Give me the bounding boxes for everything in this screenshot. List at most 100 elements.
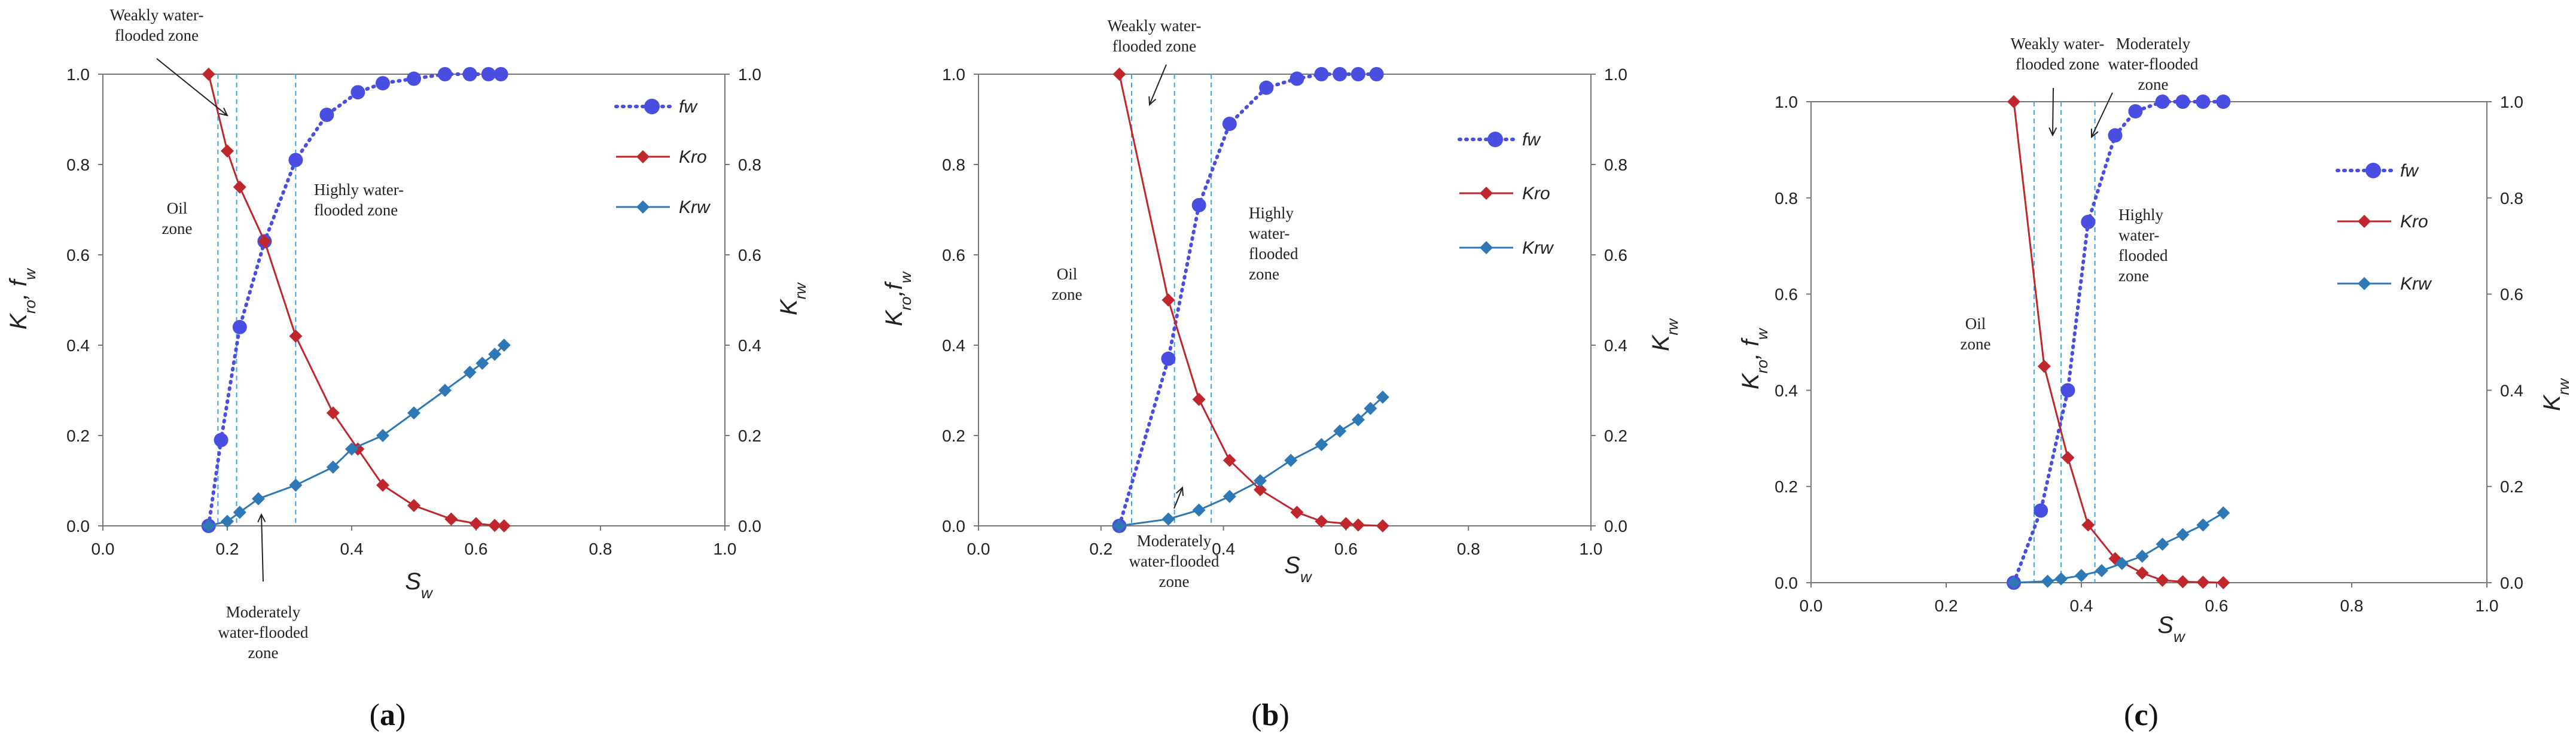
y-tick-label: 0.8 xyxy=(66,156,90,174)
y2-tick-label: 0.2 xyxy=(2500,477,2523,496)
series-Kro xyxy=(2007,95,2230,589)
series-fw xyxy=(201,67,508,533)
data-point-Krw xyxy=(1315,438,1328,452)
data-point-Kro xyxy=(1192,392,1206,406)
legend-item-fw: fw xyxy=(1458,130,1541,150)
y-tick-label: 0.4 xyxy=(66,336,90,355)
x-tick-label: 0.8 xyxy=(2340,596,2364,615)
data-point-Krw xyxy=(2196,518,2210,532)
data-point-Krw xyxy=(345,442,358,456)
annotation-weak: Weakly water-flooded zone xyxy=(1108,17,1202,55)
series-line-fw xyxy=(2012,100,2226,584)
y-tick-label: 0.4 xyxy=(942,336,965,355)
y2-axis-label: Krw xyxy=(1648,318,1681,351)
x-tick-label: 1.0 xyxy=(1580,540,1603,558)
data-point-Kro xyxy=(470,517,483,531)
arrow-head-icon xyxy=(1148,96,1157,106)
data-point-Krw xyxy=(2041,574,2054,588)
data-point-Krw xyxy=(202,519,215,532)
x-tick-label: 0.6 xyxy=(1334,540,1358,558)
series-line-fw xyxy=(1117,72,1379,528)
data-point-Krw xyxy=(1376,390,1389,404)
data-point-fw xyxy=(2034,503,2048,518)
y-tick-label: 0.2 xyxy=(66,427,90,445)
legend-item-Kro: Kro xyxy=(2337,212,2428,232)
data-point-Krw xyxy=(2135,549,2149,563)
legend-marker xyxy=(644,99,660,114)
y-tick-label: 0.0 xyxy=(942,517,965,535)
data-point-fw xyxy=(2128,104,2143,119)
legend-label: Krw xyxy=(2400,274,2432,294)
y-axis-label: Kro,fw xyxy=(881,270,914,326)
data-point-Kro xyxy=(289,329,303,343)
panel-caption: (b) xyxy=(1251,698,1289,732)
data-point-Kro xyxy=(2156,573,2169,587)
legend-marker xyxy=(2365,163,2381,178)
data-point-Kro xyxy=(2081,518,2095,532)
y-tick-label: 0.0 xyxy=(66,517,90,535)
data-point-Krw xyxy=(2115,556,2129,570)
annotation-moderate: Moderately water-flooded zone xyxy=(1129,532,1220,590)
data-point-Krw xyxy=(2176,528,2190,541)
data-point-Krw xyxy=(1192,503,1206,517)
data-point-Krw xyxy=(488,348,502,361)
data-point-fw xyxy=(376,76,390,91)
y2-tick-label: 0.0 xyxy=(1604,517,1627,535)
x-tick-label: 0.2 xyxy=(1089,540,1112,558)
data-point-Kro xyxy=(233,180,246,194)
data-point-fw xyxy=(407,71,421,86)
x-tick-label: 0.2 xyxy=(216,540,239,558)
legend-label: Krw xyxy=(679,197,711,217)
data-point-Krw xyxy=(1254,474,1267,488)
annotation-weak: Weakly water-flooded zone xyxy=(110,6,204,44)
y2-tick-label: 1.0 xyxy=(738,65,761,84)
series-line-Krw xyxy=(2013,512,2224,584)
legend-label: Krw xyxy=(1522,238,1554,258)
y-tick-label: 0.2 xyxy=(942,427,965,445)
y-tick-label: 0.8 xyxy=(1775,189,1798,208)
annotation-high: Highly water-flooded zone xyxy=(1249,204,1298,283)
y-tick-label: 0.8 xyxy=(942,156,965,174)
legend-item-Kro: Kro xyxy=(1459,184,1550,203)
data-point-fw xyxy=(2216,95,2231,109)
data-point-Krw xyxy=(2007,576,2020,589)
data-point-Krw xyxy=(1364,401,1377,415)
annotation-arrow-moderate xyxy=(2091,92,2113,138)
x-tick-label: 0.8 xyxy=(1457,540,1480,558)
x-tick-label: 0.8 xyxy=(589,540,612,558)
series-fw xyxy=(1112,67,1384,533)
data-point-Krw xyxy=(407,406,420,420)
y-tick-label: 0.2 xyxy=(1775,477,1798,496)
data-point-fw xyxy=(232,319,247,334)
y2-tick-label: 0.2 xyxy=(1604,427,1627,445)
y2-tick-label: 0.0 xyxy=(2500,574,2523,592)
data-point-Krw xyxy=(376,429,389,442)
y2-tick-label: 1.0 xyxy=(1604,65,1627,84)
data-point-fw xyxy=(319,107,334,122)
x-tick-label: 0.0 xyxy=(1800,596,1823,615)
data-point-fw xyxy=(2060,383,2075,398)
series-fw xyxy=(2007,95,2231,590)
x-tick-label: 0.0 xyxy=(967,540,990,558)
y2-axis-label: Krw xyxy=(776,282,809,315)
data-point-fw xyxy=(1259,80,1274,95)
y2-tick-label: 0.6 xyxy=(738,246,761,264)
data-point-Krw xyxy=(289,479,303,492)
data-point-fw xyxy=(2155,95,2170,109)
data-point-Kro xyxy=(488,519,502,532)
data-point-Krw xyxy=(497,339,511,352)
arrow-head-icon xyxy=(257,513,266,523)
data-point-Krw xyxy=(1162,512,1175,526)
y2-tick-label: 0.6 xyxy=(2500,285,2523,304)
data-point-Kro xyxy=(1223,453,1236,467)
data-point-Kro xyxy=(2176,575,2190,589)
y2-tick-label: 0.8 xyxy=(2500,189,2523,208)
data-point-Kro xyxy=(1339,517,1353,531)
y-axis-label: Kro, fw xyxy=(1737,327,1771,389)
legend-label: Kro xyxy=(679,147,707,167)
x-axis-label: Sw xyxy=(1284,552,1313,586)
data-point-Kro xyxy=(258,235,272,248)
data-point-fw xyxy=(1369,67,1384,81)
data-point-Krw xyxy=(2095,564,2108,577)
y2-axis-label: Krw xyxy=(2539,377,2572,411)
